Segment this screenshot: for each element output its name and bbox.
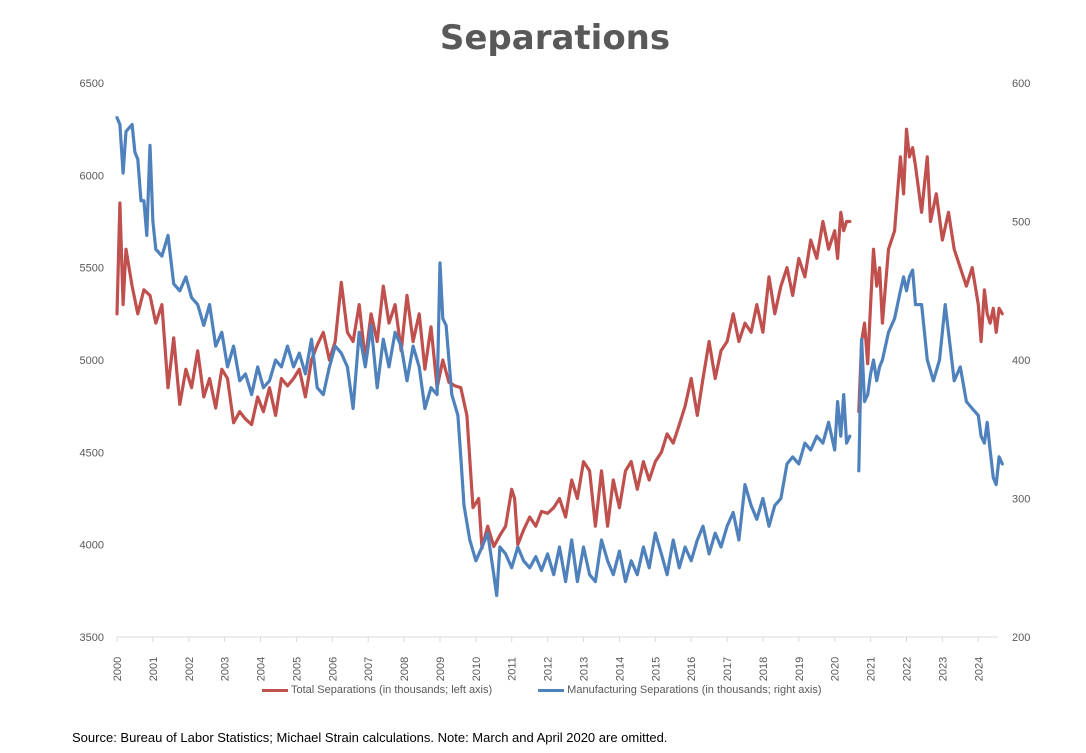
x-tick-label: 2002 [184,657,196,681]
x-tick-label: 2003 [220,657,232,681]
x-tick-label: 2000 [112,657,124,681]
right-tick-label: 600 [1012,78,1030,90]
legend-swatch-total [262,688,288,692]
x-tick-label: 2019 [794,657,806,681]
x-tick-label: 2010 [471,657,483,681]
x-tick-label: 2016 [686,657,698,681]
x-tick-label: 2006 [327,657,339,681]
legend: Total Separations (in thousands; left ax… [262,684,868,696]
manufacturing-separations-line-segment-1 [115,116,852,598]
left-tick-label: 4500 [80,447,104,459]
legend-item-total: Total Separations (in thousands; left ax… [262,684,492,696]
right-tick-label: 400 [1012,355,1030,367]
legend-label-total: Total Separations (in thousands; left ax… [291,684,493,696]
axes-layer: 3500 4000 4500 5000 5500 6000 6500 200 300 400 500… [80,78,1031,681]
left-tick-label: 4000 [80,540,104,552]
x-tick-label: 2017 [722,657,734,681]
x-tick-label: 2024 [973,657,985,681]
x-tick-label: 2008 [399,657,411,681]
total-separations-line-segment-2 [857,127,1004,414]
x-tick-label: 2022 [901,657,913,681]
total-separations-line-segment-1 [115,201,852,550]
right-tick-label: 300 [1012,494,1030,506]
left-tick-label: 6000 [80,170,104,182]
x-tick-label: 2012 [543,657,555,681]
legend-swatch-manufacturing [538,688,565,692]
right-tick-label: 500 [1012,217,1030,229]
left-tick-label: 5500 [80,263,104,275]
x-tick-label: 2015 [650,657,662,681]
x-tick-label: 2013 [579,657,591,681]
x-tick-label: 2011 [507,657,519,681]
x-tick-label: 2023 [937,657,949,681]
left-tick-label: 5000 [80,355,104,367]
source-note: Source: Bureau of Labor Statistics; Mich… [72,730,668,745]
x-tick-label: 2001 [148,657,160,681]
left-tick-label: 6500 [80,78,104,90]
x-tick-label: 2007 [363,657,375,681]
left-tick-label: 3500 [80,632,104,644]
x-tick-label: 2005 [291,657,303,681]
x-tick-label: 2018 [758,657,770,681]
legend-item-manufacturing: Manufacturing Separations (in thousands;… [538,684,822,696]
x-tick-label: 2021 [866,657,878,681]
right-tick-label: 200 [1012,632,1030,644]
x-tick-label: 2020 [830,657,842,681]
manufacturing-separations-line-segment-2 [857,268,1004,487]
legend-label-manufacturing: Manufacturing Separations (in thousands;… [567,684,822,696]
x-tick-label: 2004 [256,657,268,681]
x-tick-label: 2009 [435,657,447,681]
x-tick-label: 2014 [614,657,626,681]
series-layer [115,116,1004,598]
chart-title: Separations [439,18,671,58]
